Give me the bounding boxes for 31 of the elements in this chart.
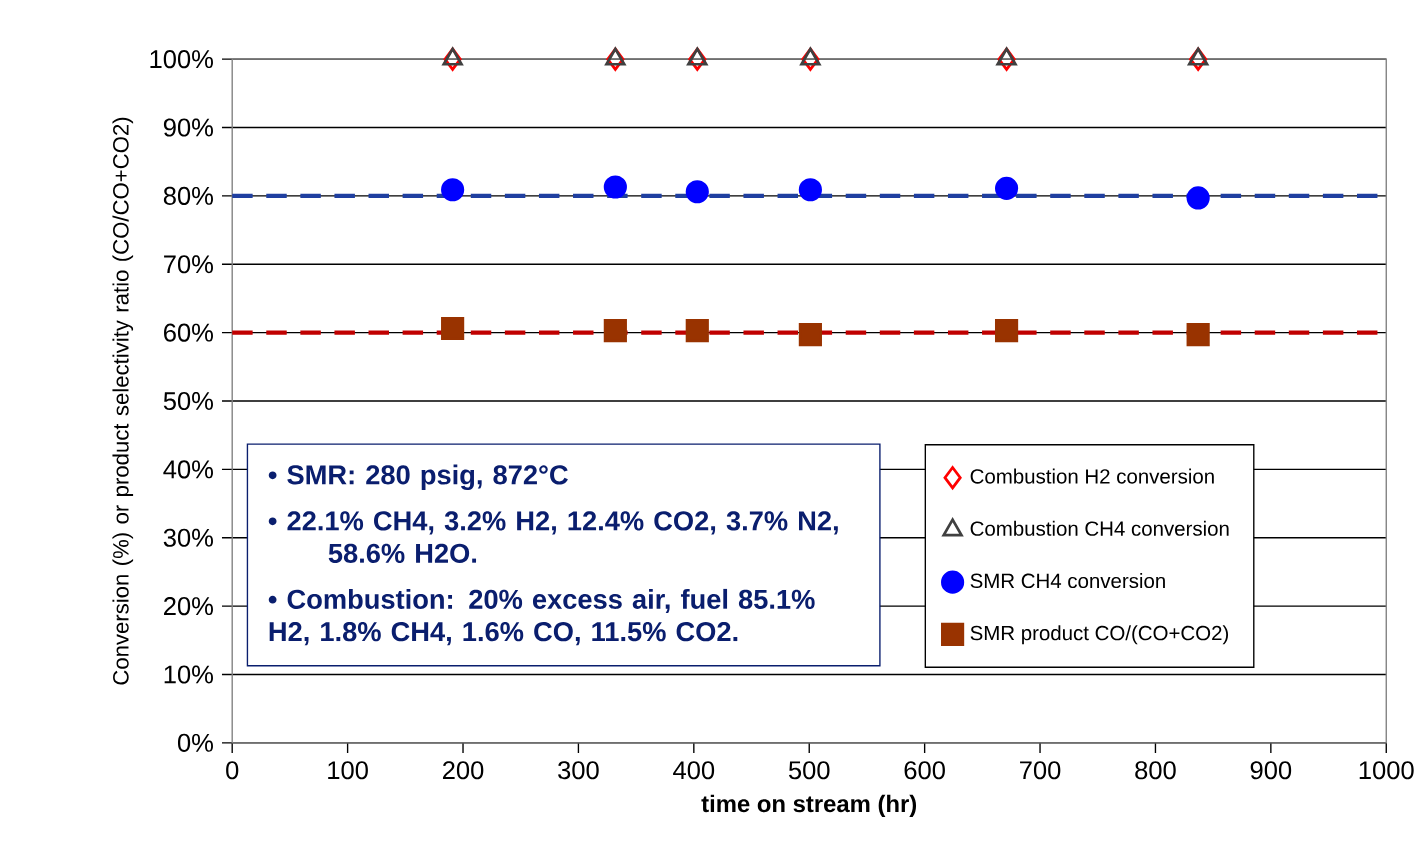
y-tick-label: 100% [150, 49, 213, 69]
y-tick-label: 0% [177, 733, 213, 752]
legend-label: SMR CH4 conversion [970, 572, 1165, 588]
y-tick-label: 70% [164, 255, 213, 274]
annotation: • Combustion: 20% excess air, fuel 85.1% H2, 1.8% CH4, 1.6% CO, 11.5% CO2. [268, 588, 815, 646]
x-tick-label: 200 [442, 760, 484, 780]
legend-label: Combustion CH4 conversion [970, 520, 1229, 536]
x-tick-label: 0 [226, 760, 239, 780]
x-tick-label: 800 [1135, 760, 1176, 780]
x-tick-label: 1000 [1359, 760, 1414, 780]
x-tick-label: 700 [1020, 760, 1061, 780]
y-tick-label: 40% [163, 460, 213, 479]
x-tick-label: 300 [558, 760, 599, 780]
x-tick-label: 100 [328, 760, 368, 780]
x-tick-label: 400 [673, 760, 715, 780]
annotation: • 22.1% CH4, 3.2% H2, 12.4% CO2, 3.7% N2, 58.6% H2O. [268, 511, 838, 563]
y-axis-title: Conversion (%) or product selectivity ratio (CO/CO+CO2) [112, 117, 134, 685]
y-tick-label: 90% [163, 118, 213, 137]
y-tick-label: 80% [163, 186, 213, 205]
x-axis-title: time on stream (hr) [701, 794, 917, 817]
legend-label: Combustion H2 conversion [970, 468, 1214, 484]
y-tick-label: 30% [163, 528, 213, 547]
annotation: • SMR: 280 psig, 872°C [268, 464, 568, 490]
x-tick-label: 600 [904, 760, 945, 780]
y-tick-label: 50% [163, 391, 213, 410]
y-tick-label: 20% [164, 596, 213, 615]
y-tick-label: 10% [164, 665, 213, 684]
x-tick-label: 500 [788, 760, 830, 780]
y-tick-label: 60% [164, 323, 213, 342]
legend-label: SMR product CO/(CO+CO2) [970, 625, 1229, 645]
x-tick-label: 900 [1250, 760, 1292, 780]
